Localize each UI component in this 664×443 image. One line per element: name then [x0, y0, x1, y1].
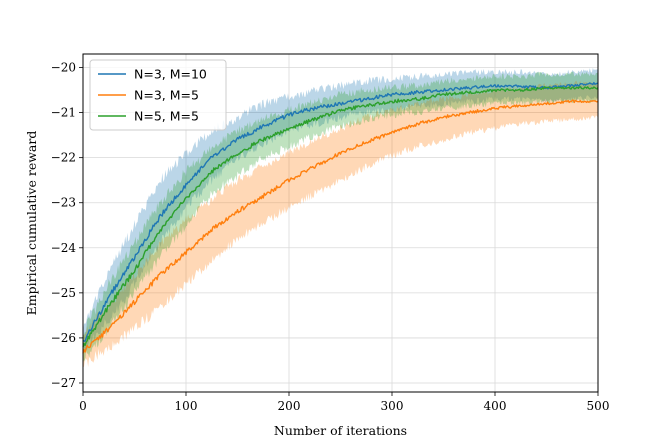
y-tick-label: −25 — [51, 286, 76, 300]
y-tick-label: −21 — [51, 106, 76, 120]
grid — [82, 54, 599, 392]
plot-frame — [82, 53, 599, 393]
y-tick-label: −24 — [51, 241, 77, 255]
x-axis-label: Number of iterations — [274, 423, 407, 438]
series-line-3 — [82, 86, 599, 348]
x-tick-label: 0 — [79, 399, 87, 413]
series-lines — [82, 81, 599, 354]
y-tick-label: −26 — [51, 331, 76, 345]
x-tick-label: 300 — [381, 399, 404, 413]
legend: N=3, M=10 N=3, M=5 N=5, M=5 — [89, 59, 227, 131]
y-axis-label: Empirical cumulative reward — [24, 131, 39, 316]
legend-entry: N=3, M=10 — [134, 67, 207, 82]
series-line-2 — [82, 99, 599, 354]
y-axis-ticks: −27 −26 −25 −24 −23 −22 −21 −20 — [51, 61, 83, 390]
legend-box — [89, 59, 227, 131]
confidence-band-3 — [83, 71, 598, 365]
confidence-bands — [83, 67, 598, 368]
legend-entry: N=5, M=5 — [134, 109, 199, 124]
x-tick-label: 400 — [484, 399, 507, 413]
y-tick-label: −22 — [51, 151, 76, 165]
confidence-band-1 — [83, 67, 598, 350]
confidence-band-2 — [83, 80, 598, 368]
y-tick-label: −27 — [51, 376, 76, 390]
y-tick-label: −20 — [51, 61, 76, 75]
y-tick-label: −23 — [51, 196, 76, 210]
legend-entry: N=3, M=5 — [134, 88, 199, 103]
series-line-1 — [82, 81, 599, 342]
x-axis-ticks: 0 100 200 300 400 500 — [79, 392, 609, 413]
x-tick-label: 200 — [278, 399, 301, 413]
x-tick-label: 500 — [587, 399, 610, 413]
x-tick-label: 100 — [175, 399, 198, 413]
